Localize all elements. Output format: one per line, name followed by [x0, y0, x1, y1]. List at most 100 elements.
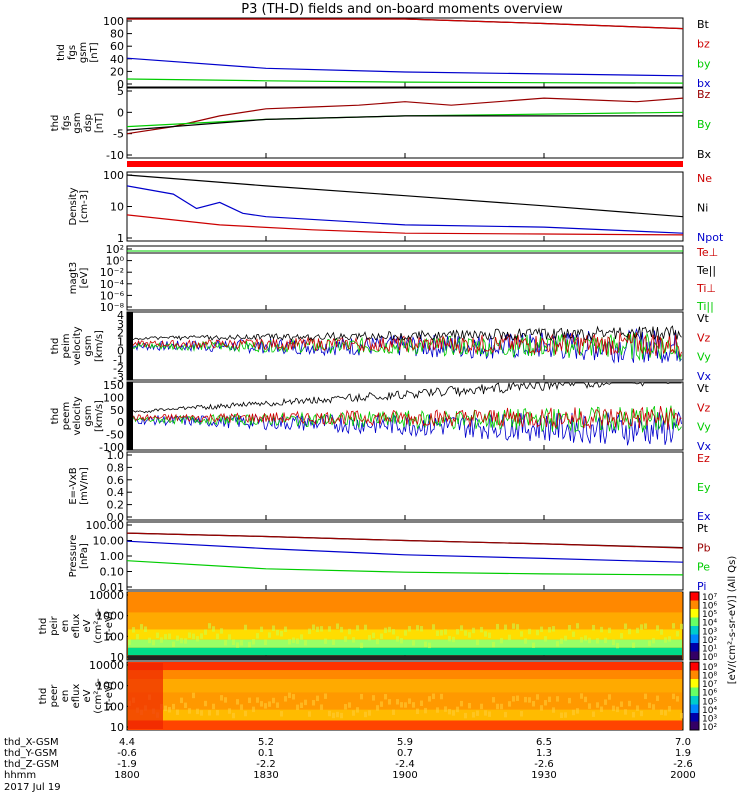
heatmap-texture [544, 700, 547, 706]
heatmap-texture [672, 693, 675, 700]
heatmap-texture [436, 630, 439, 636]
heatmap-texture [232, 639, 235, 645]
y-tick-label: 0 [117, 106, 124, 119]
colorbar-segment [690, 600, 699, 610]
series-Npot [126, 185, 684, 234]
legend-Ti⊥: Ti⊥ [696, 282, 716, 295]
heatmap-texture [256, 633, 259, 639]
heatmap-texture [492, 641, 495, 648]
colorbar-segment [690, 696, 699, 705]
y-tick-label: 100 [103, 15, 124, 28]
panel-frame [126, 451, 684, 521]
y-tick-label: 150 [103, 379, 124, 392]
y-tick-label: 10 [110, 651, 124, 664]
heatmap-texture [320, 704, 323, 710]
heatmap-texture [480, 626, 483, 633]
heatmap-texture [556, 641, 559, 647]
heatmap-texture [648, 640, 651, 646]
heatmap-texture [640, 624, 643, 630]
heatmap-texture [664, 637, 667, 643]
x-tick-label: -2.6 [534, 759, 554, 770]
heatmap-texture [440, 630, 443, 636]
heatmap-texture [572, 709, 575, 716]
legend-Bt: Bt [697, 18, 710, 31]
heatmap-texture [524, 638, 527, 644]
heatmap-texture [532, 642, 535, 648]
series-Pe [126, 560, 684, 576]
heatmap-texture [664, 710, 667, 716]
heatmap-texture [592, 711, 595, 717]
heatmap-texture [296, 638, 299, 644]
heatmap-texture [408, 626, 411, 632]
heatmap-texture [468, 702, 471, 709]
legend-Ey: Ey [697, 481, 711, 494]
heatmap-texture [472, 712, 475, 718]
heatmap-texture [612, 705, 615, 712]
y-tick-label: 100 [103, 630, 124, 643]
legend-Ex: Ex [697, 510, 711, 523]
y-axis-label: [nT] [89, 42, 100, 62]
y-tick-label: 10000 [89, 659, 124, 672]
heatmap-texture [248, 697, 251, 704]
heatmap-texture [644, 623, 647, 629]
heatmap-texture [284, 626, 287, 633]
velocity-noise [127, 406, 682, 430]
heatmap-texture [264, 639, 267, 646]
y-axis-label: gsm [83, 335, 94, 356]
heatmap-texture [164, 705, 167, 712]
colorbar-segment [690, 679, 699, 688]
y-axis-label: gsm [72, 112, 83, 133]
colorbar-segment [690, 609, 699, 618]
x-tick-label: -2.4 [395, 759, 415, 770]
y-axis-label: (cm²-s- [93, 608, 104, 644]
heatmap-texture [204, 700, 207, 707]
colorbar-tick: 10³ [702, 627, 717, 637]
heatmap-texture [528, 697, 531, 703]
heatmap-texture [328, 626, 331, 632]
y-tick-label: 5 [117, 85, 124, 98]
heatmap-texture [496, 703, 499, 710]
legend-Pe: Pe [697, 561, 710, 574]
heatmap-texture [324, 638, 327, 644]
y-axis-label: E=-VxB [68, 467, 79, 504]
heatmap-band [128, 612, 682, 630]
y-axis-label: gsm [78, 42, 89, 63]
heatmap-texture [416, 708, 419, 715]
colorbar-segment [690, 721, 699, 731]
heatmap-texture [588, 637, 591, 644]
heatmap-texture [584, 635, 587, 641]
heatmap-texture [336, 711, 339, 718]
heatmap-texture [488, 711, 491, 717]
panel-density: 100 10 1 Density [cm-3] Ne Ni Npot [68, 169, 724, 245]
legend-Vt: Vt [697, 312, 710, 325]
y-tick-label: 60 [110, 40, 124, 53]
legend-bz: bz [697, 38, 710, 51]
y-tick-label: 1 [117, 336, 124, 349]
colorbars: 10⁷10⁶10⁵10⁴10³10²10¹10⁰10⁹10⁸10⁷10⁶10⁵1… [689, 556, 738, 733]
heatmap-texture [584, 696, 587, 703]
colorbar-frame [689, 591, 700, 661]
heatmap-texture [204, 629, 207, 635]
x-row-label: thd_Z-GSM [4, 759, 59, 770]
heatmap-texture [440, 693, 443, 700]
heatmap-texture [556, 696, 559, 702]
heatmap-texture [328, 710, 331, 717]
heatmap-texture [268, 701, 271, 707]
heatmap-texture [308, 628, 311, 635]
y-axis-label: [mV/m] [79, 467, 90, 505]
heatmap-texture [284, 696, 287, 702]
y-tick-label: 100 [103, 391, 124, 404]
gap-bar [127, 312, 133, 380]
series-Ne [126, 214, 684, 236]
y-tick-label: 10² [106, 243, 124, 256]
heatmap-texture [652, 637, 655, 644]
x-tick-label: 4.4 [119, 737, 135, 748]
heatmap-texture [244, 624, 247, 631]
heatmap-texture [412, 702, 415, 708]
heatmap-texture [620, 701, 623, 707]
separator-band [127, 161, 683, 167]
heatmap-texture [344, 704, 347, 710]
y-tick-label: 0.01 [100, 581, 125, 594]
heatmap-texture [220, 695, 223, 701]
